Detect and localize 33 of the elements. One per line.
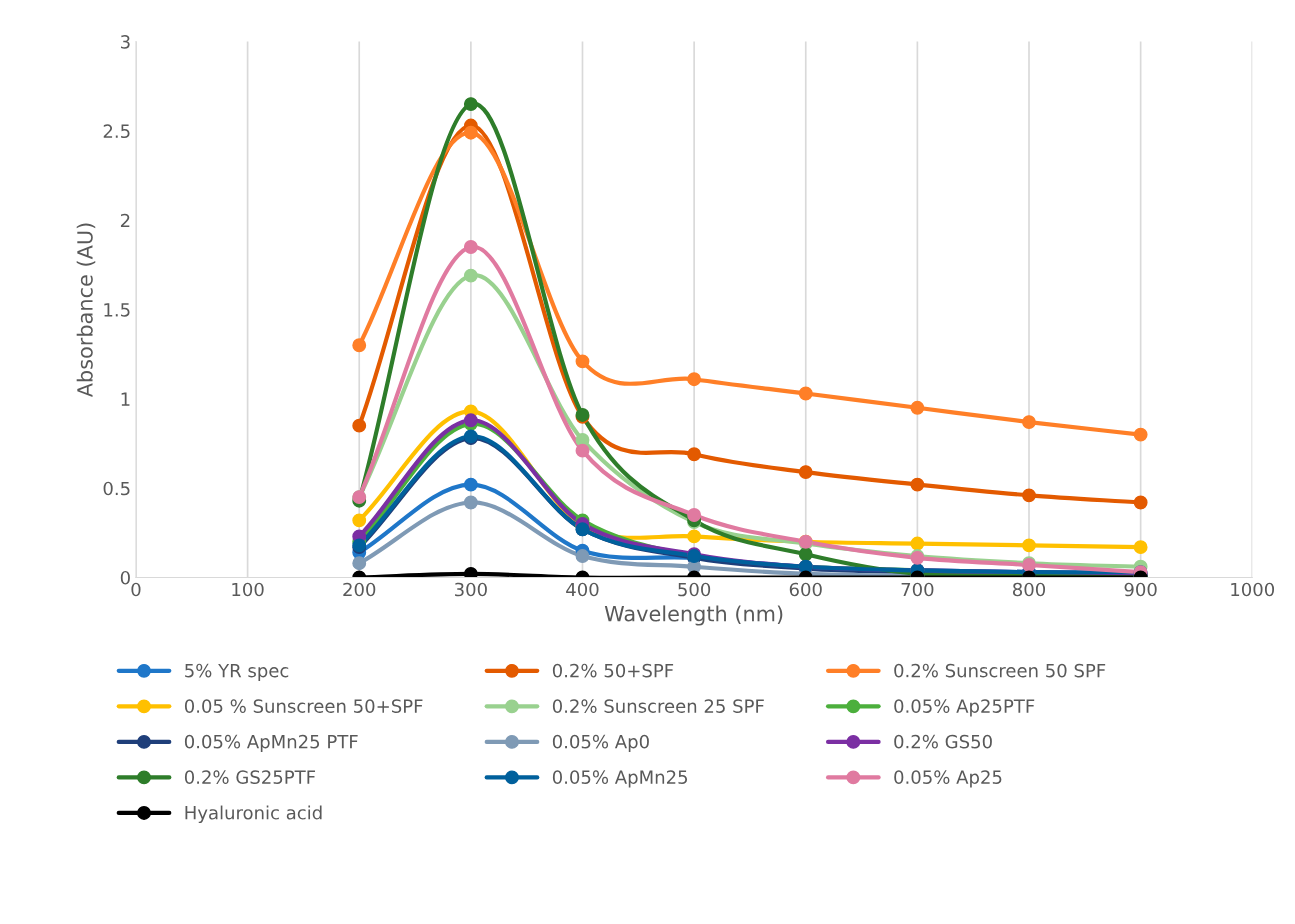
y-tick-label: 1.5	[104, 303, 130, 317]
x-tick-label: 900	[1124, 582, 1157, 597]
legend-label: 0.2% Sunscreen 25 SPF	[552, 699, 764, 713]
x-axis-title: Wavelength (nm)	[604, 605, 783, 626]
x-tick-label: 200	[343, 582, 376, 597]
legend-label: 0.2% 50+SPF	[552, 663, 674, 678]
legend-label: Hyaluronic acid	[185, 805, 322, 824]
x-tick-label: 700	[901, 582, 934, 597]
x-tick-label: 600	[789, 582, 822, 597]
legend-label: 0.2% Sunscreen 50 SPF	[894, 663, 1106, 678]
y-tick-label: 1	[121, 392, 130, 406]
legend-label: 0.05% ApMn25	[552, 770, 688, 788]
legend-label: 0.2% GS50	[894, 734, 992, 749]
legend-label: 0.05% Ap25PTF	[894, 699, 1035, 717]
x-tick-label: 1000	[1231, 582, 1275, 597]
x-tick-label: 300	[455, 582, 487, 597]
legend-label: 0.05% ApMn25 PTF	[184, 734, 358, 752]
y-axis-title: Absorbance (AU)	[76, 223, 96, 398]
legend-label: 5% YR spec	[185, 663, 289, 681]
y-tick-label: 3	[121, 35, 130, 49]
legend-label: 0.05 % Sunscreen 50+SPF	[184, 699, 423, 713]
legend-label: 0.05% Ap0	[552, 734, 649, 752]
y-tick-label: 0.5	[103, 481, 130, 496]
x-tick-label: 800	[1013, 582, 1046, 597]
legend-label: 0.05% Ap25	[894, 770, 1002, 788]
x-tick-label: 100	[232, 582, 264, 597]
y-tick-label: 0	[120, 570, 130, 585]
y-tick-label: 2	[120, 213, 130, 228]
x-tick-label: 500	[678, 582, 711, 597]
x-tick-label: 400	[566, 582, 599, 597]
x-tick-label: 0	[131, 582, 141, 597]
legend-label: 0.2% GS25PTF	[184, 770, 316, 784]
y-tick-label: 2.5	[103, 124, 130, 139]
